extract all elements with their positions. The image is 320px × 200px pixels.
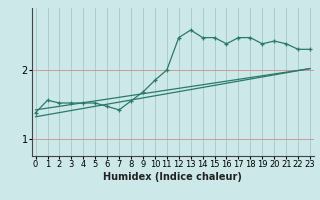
X-axis label: Humidex (Indice chaleur): Humidex (Indice chaleur) [103, 172, 242, 182]
